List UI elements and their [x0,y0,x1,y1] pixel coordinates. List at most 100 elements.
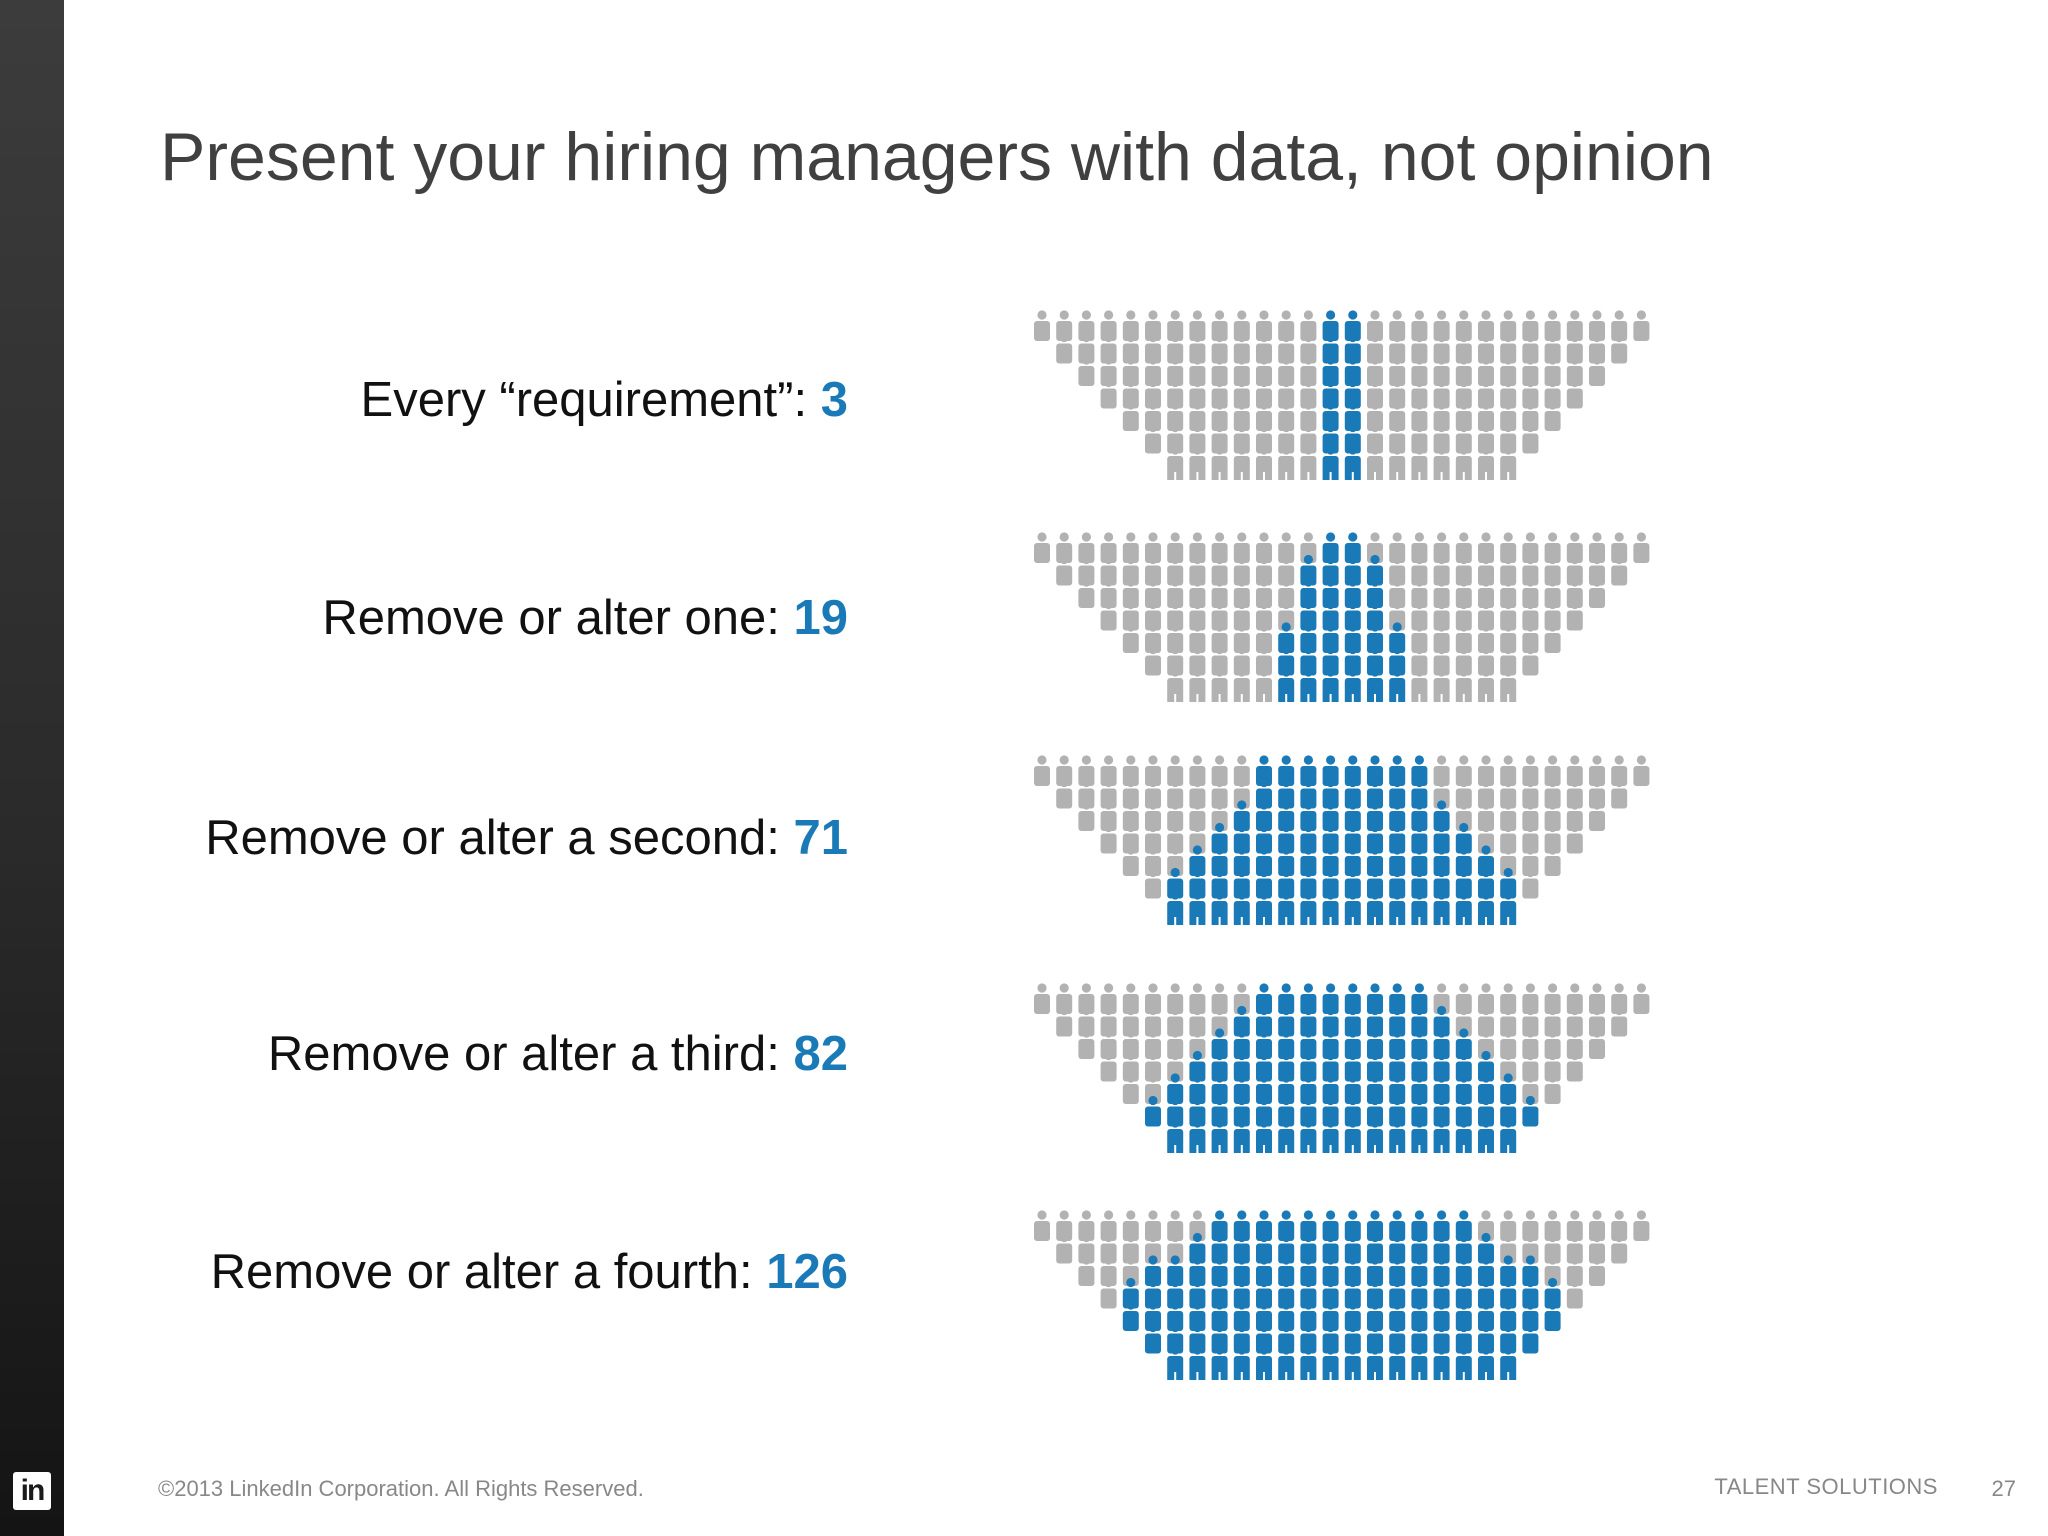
person-icon-highlighted [1367,667,1383,702]
person-icon-highlighted [1367,1345,1383,1380]
person-icon [1056,1005,1073,1037]
person-icon [1256,445,1272,480]
person-icon [1611,332,1628,364]
person-icon [1100,377,1117,409]
person-icon [1566,377,1583,409]
row-value: 82 [793,1027,848,1081]
row-label-3: Remove or alter a second: 71 [205,810,848,866]
person-icon-highlighted [1367,1118,1383,1153]
person-icon [1078,1255,1095,1286]
row-value: 71 [793,811,848,865]
person-icon-highlighted [1344,1345,1361,1380]
person-icon-highlighted [1433,890,1450,925]
person-icon-highlighted [1167,1118,1184,1153]
person-icon-highlighted [1455,1345,1472,1380]
person-icon-highlighted [1233,1118,1250,1153]
person-icon-highlighted [1278,890,1295,925]
person-icon [1633,983,1650,1014]
person-icon-highlighted [1455,890,1472,925]
person-icon-highlighted [1278,1118,1295,1153]
person-icon-highlighted [1544,1300,1561,1331]
row-label-1: Every “requirement”: 3 [361,372,848,428]
person-icon [1056,777,1073,809]
person-icon [1611,1005,1628,1037]
row-label-4: Remove or alter a third: 82 [268,1026,848,1082]
person-icon-highlighted [1322,667,1339,702]
person-icon-highlighted [1433,1118,1450,1153]
person-icon [1078,800,1095,831]
person-icon [1233,667,1250,702]
person-icon [1056,554,1073,586]
person-icon-highlighted [1322,890,1339,925]
person-icon-highlighted [1167,1345,1184,1380]
person-icon-highlighted [1478,1345,1494,1380]
person-icon [1566,599,1583,631]
person-icon [1078,355,1095,386]
person-icon-highlighted [1233,1345,1250,1380]
person-icon [1211,445,1228,480]
person-icon-highlighted [1500,1345,1517,1380]
person-icon [1034,1210,1050,1241]
person-icon-highlighted [1344,667,1361,702]
person-icon-highlighted [1167,890,1184,925]
person-icon-highlighted [1411,1345,1428,1380]
person-icon-highlighted [1300,667,1317,702]
row-value: 3 [820,373,848,427]
person-icon-highlighted [1500,1118,1517,1153]
person-icon-highlighted [1389,667,1406,702]
person-icon [1633,532,1650,563]
person-icon [1500,445,1517,480]
person-icon [1389,445,1406,480]
person-icon [1589,577,1605,608]
person-icon-highlighted [1189,1345,1206,1380]
person-icon [1367,445,1383,480]
person-icon [1034,755,1050,786]
person-icon-highlighted [1455,1118,1472,1153]
crowd-figure-1 [1034,310,1650,480]
person-icon [1455,667,1472,702]
person-icon [1078,577,1095,608]
person-icon-highlighted [1300,1345,1317,1380]
person-icon-highlighted [1500,890,1517,925]
copyright-text: ©2013 LinkedIn Corporation. All Rights R… [158,1476,644,1501]
crowd-figure-4 [1034,983,1650,1153]
person-icon [1100,1277,1117,1309]
row-label-text: Remove or alter one: [322,591,794,645]
person-icon [1455,445,1472,480]
person-icon-highlighted [1189,1118,1206,1153]
row-label-text: Every “requirement”: [360,373,821,427]
row-label-5: Remove or alter a fourth: 126 [211,1244,848,1300]
person-icon [1056,1232,1073,1264]
person-icon [1589,355,1605,386]
person-icon [1633,755,1650,786]
person-icon-highlighted [1478,1118,1494,1153]
person-icon-highlighted [1411,1118,1428,1153]
person-icon [1544,622,1561,653]
person-icon-highlighted [1211,1118,1228,1153]
person-icon-highlighted [1322,445,1339,480]
person-icon [1411,667,1428,702]
person-icon-highlighted [1367,890,1383,925]
person-icon [1478,667,1494,702]
person-icon [1100,822,1117,854]
person-icon-highlighted [1522,1322,1539,1354]
person-icon [1122,400,1139,431]
row-value: 19 [793,591,848,645]
person-icon [1100,1050,1117,1082]
person-icon [1544,400,1561,431]
person-icon-highlighted [1344,1118,1361,1153]
person-icon-highlighted [1211,890,1228,925]
person-icon [1189,445,1206,480]
person-icon [1589,1028,1605,1059]
person-icon-highlighted [1145,1322,1161,1354]
person-icon-highlighted [1389,1345,1406,1380]
person-icon [1566,1277,1583,1309]
person-icon-highlighted [1233,890,1250,925]
person-icon-highlighted [1322,1118,1339,1153]
person-icon-highlighted [1278,667,1295,702]
person-icon [1611,554,1628,586]
person-icon [1500,667,1517,702]
person-icon [1611,777,1628,809]
person-icon [1034,532,1050,563]
